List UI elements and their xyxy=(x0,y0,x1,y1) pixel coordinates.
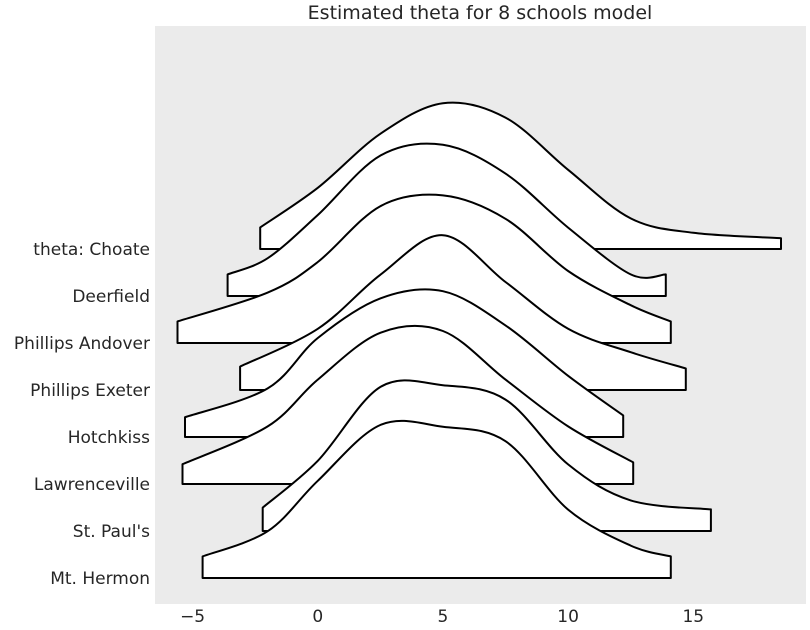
ridges xyxy=(176,101,782,579)
ridge-density-line xyxy=(261,379,712,532)
y-tick-label: Phillips Exeter xyxy=(30,381,150,401)
y-tick-label: Lawrenceville xyxy=(34,475,150,495)
y-tick-label: Hotchkiss xyxy=(68,428,150,448)
y-tick-label: St. Paul's xyxy=(73,522,150,542)
ridge-density-line xyxy=(184,288,625,438)
ridge-density-line xyxy=(201,419,672,579)
ridge-density-line xyxy=(239,234,687,391)
x-tick-label: 15 xyxy=(682,607,704,627)
x-tick-label: −5 xyxy=(180,607,205,627)
y-tick-label: Phillips Andover xyxy=(14,334,150,354)
x-tick-label: 5 xyxy=(437,607,448,627)
chart-title: Estimated theta for 8 schools model xyxy=(308,2,653,24)
y-tick-labels: theta: Choate Deerfield Phillips Andover Ph… xyxy=(14,240,150,589)
y-tick-label: theta: Choate xyxy=(33,240,150,260)
y-tick-label: Mt. Hermon xyxy=(50,569,150,589)
ridge-fill xyxy=(202,420,671,578)
x-tick-label: 10 xyxy=(557,607,579,627)
ridge-8 xyxy=(201,419,672,579)
x-tick-label: 0 xyxy=(312,607,323,627)
y-tick-label: Deerfield xyxy=(72,287,150,307)
ridge-density-line xyxy=(259,101,782,250)
x-tick-labels: −5 0 5 10 15 xyxy=(180,607,704,627)
ridge-density-line xyxy=(181,324,635,485)
ridge-density-line xyxy=(226,142,667,297)
ridge-density-line xyxy=(176,193,672,344)
